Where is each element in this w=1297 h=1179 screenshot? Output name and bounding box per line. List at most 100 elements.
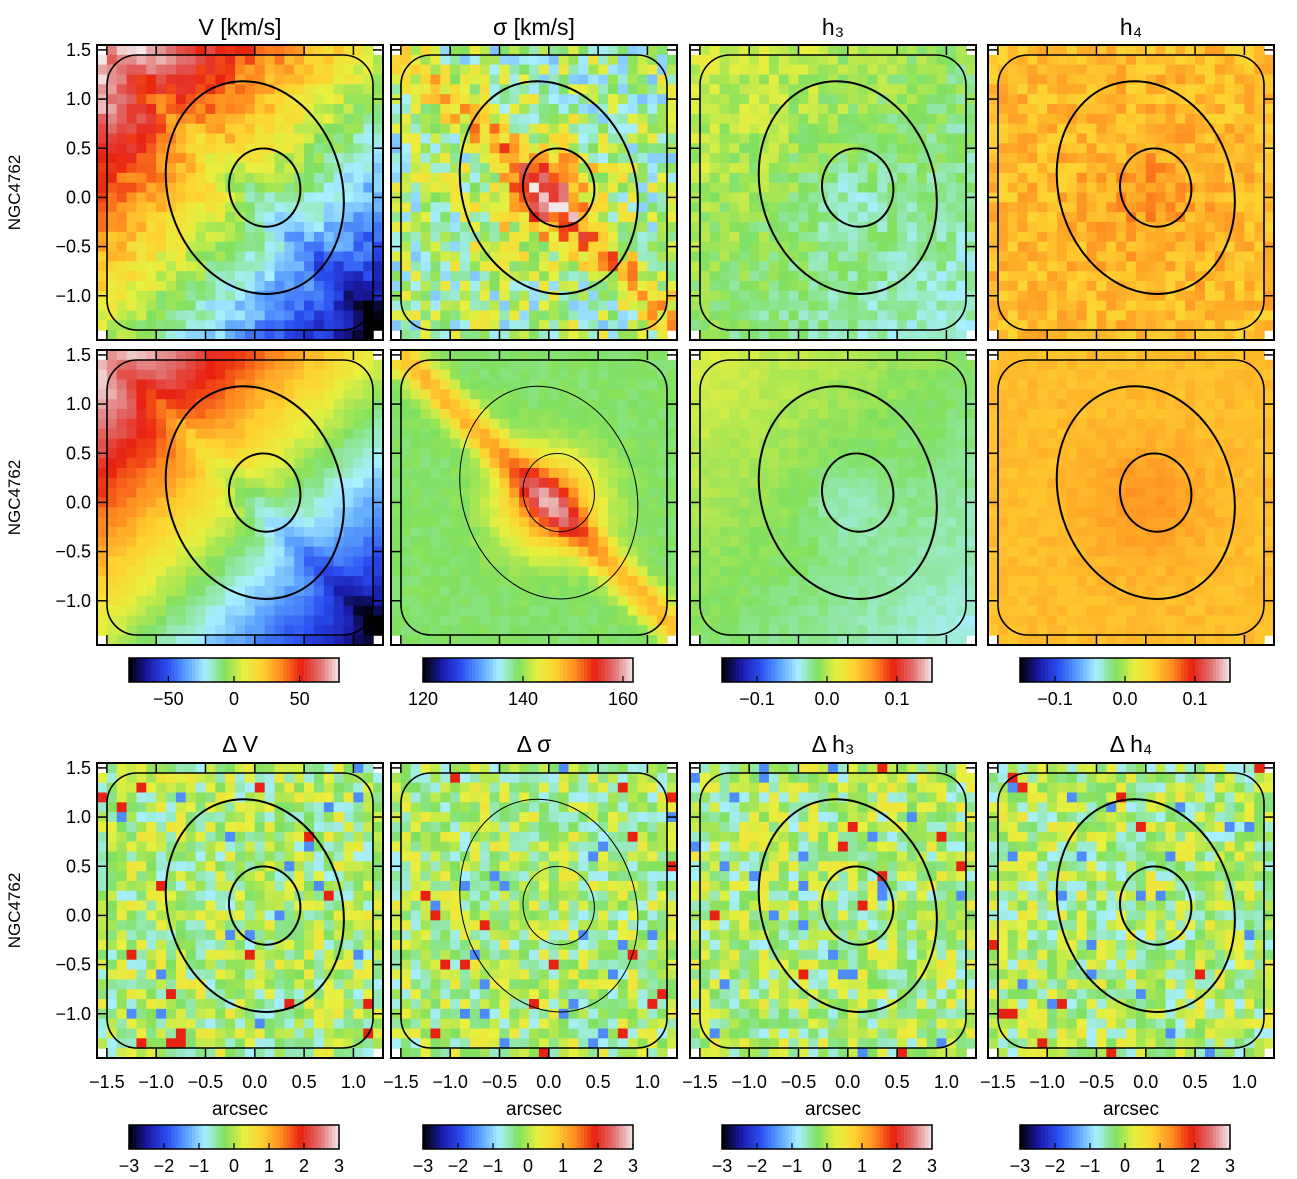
map-cell xyxy=(440,310,451,321)
map-cell xyxy=(166,281,177,292)
map-cell xyxy=(391,153,402,164)
map-cell xyxy=(749,212,760,223)
map-cell xyxy=(156,586,167,597)
map-cell xyxy=(195,379,207,390)
map-cell xyxy=(116,487,128,499)
map-cell xyxy=(509,163,520,174)
map-cell xyxy=(548,536,560,548)
map-cell xyxy=(274,104,285,115)
map-cell xyxy=(156,271,167,282)
map-cell xyxy=(657,182,668,194)
map-cell xyxy=(509,251,520,262)
map-cell xyxy=(205,369,216,381)
map-cell xyxy=(136,123,147,135)
map-cell xyxy=(400,477,412,489)
map-cell xyxy=(988,123,999,135)
map-cell xyxy=(1214,241,1226,253)
map-cell xyxy=(667,320,678,331)
map-cell xyxy=(1116,202,1127,213)
map-cell xyxy=(175,409,187,420)
map-cell xyxy=(1224,261,1236,272)
map-cell xyxy=(126,428,138,440)
map-cell xyxy=(1195,231,1206,243)
map-cell xyxy=(788,143,800,154)
map-cell xyxy=(244,281,256,292)
map-cell xyxy=(363,241,374,253)
map-cell xyxy=(768,133,780,144)
map-cell xyxy=(294,595,305,607)
map-cell xyxy=(1254,182,1265,194)
map-cell xyxy=(343,625,355,636)
map-cell xyxy=(1195,143,1206,154)
map-cell xyxy=(489,64,501,76)
map-cell xyxy=(548,192,560,203)
map-cell xyxy=(906,64,918,76)
map-cell xyxy=(294,212,305,223)
map-cell xyxy=(420,487,432,499)
map-cell xyxy=(906,45,918,56)
map-cell xyxy=(657,54,668,66)
map-cell xyxy=(828,45,839,56)
map-cell xyxy=(215,113,226,125)
map-cell xyxy=(126,212,138,223)
map-cell xyxy=(420,468,432,479)
map-cell xyxy=(195,527,207,538)
map-cell xyxy=(146,517,157,528)
map-cell xyxy=(1086,310,1098,321)
map-cell xyxy=(1027,261,1038,272)
map-cell xyxy=(450,438,461,449)
map-cell xyxy=(166,477,177,489)
map-cell xyxy=(778,182,790,194)
map-cell xyxy=(1057,231,1068,243)
map-cell xyxy=(450,271,461,282)
map-cell xyxy=(936,241,948,253)
map-cell xyxy=(215,45,226,56)
map-cell xyxy=(1096,74,1107,85)
map-cell xyxy=(1027,310,1038,321)
map-cell xyxy=(284,104,295,115)
map-cell xyxy=(420,241,432,253)
map-cell xyxy=(185,615,197,626)
map-cell xyxy=(353,104,364,115)
map-cell xyxy=(499,517,510,528)
map-cell xyxy=(333,212,345,223)
map-cell xyxy=(1155,133,1167,144)
map-cell xyxy=(235,487,246,499)
map-cell xyxy=(156,595,167,607)
map-cell xyxy=(264,468,276,479)
map-cell xyxy=(195,45,207,56)
map-cell xyxy=(1165,133,1176,144)
map-cell xyxy=(657,113,668,125)
map-cell xyxy=(106,212,118,223)
map-cell xyxy=(1175,143,1186,154)
map-cell xyxy=(548,281,560,292)
map-cell xyxy=(430,74,441,85)
map-cell xyxy=(1175,104,1186,115)
map-cell xyxy=(353,143,364,154)
map-cell xyxy=(538,54,550,66)
map-cell xyxy=(185,123,197,135)
map-cell xyxy=(136,507,147,518)
map-cell xyxy=(244,182,256,194)
map-cell xyxy=(353,192,364,203)
map-cell xyxy=(1204,310,1216,321)
map-cell xyxy=(363,202,374,213)
map-cell xyxy=(185,45,197,56)
map-cell xyxy=(136,428,147,440)
map-cell xyxy=(146,241,157,253)
map-cell xyxy=(1155,54,1167,66)
map-cell xyxy=(1135,182,1147,194)
map-cell xyxy=(343,448,355,459)
map-cell xyxy=(1195,281,1206,292)
map-cell xyxy=(469,153,481,164)
map-cell xyxy=(136,350,147,361)
map-cell xyxy=(274,379,285,390)
map-cell xyxy=(373,222,384,233)
map-cell xyxy=(956,212,967,223)
map-cell xyxy=(857,290,869,302)
map-cell xyxy=(136,595,147,607)
map-cell xyxy=(450,281,461,292)
map-cell xyxy=(195,468,207,479)
map-cell xyxy=(215,507,226,518)
map-cell xyxy=(519,566,530,577)
